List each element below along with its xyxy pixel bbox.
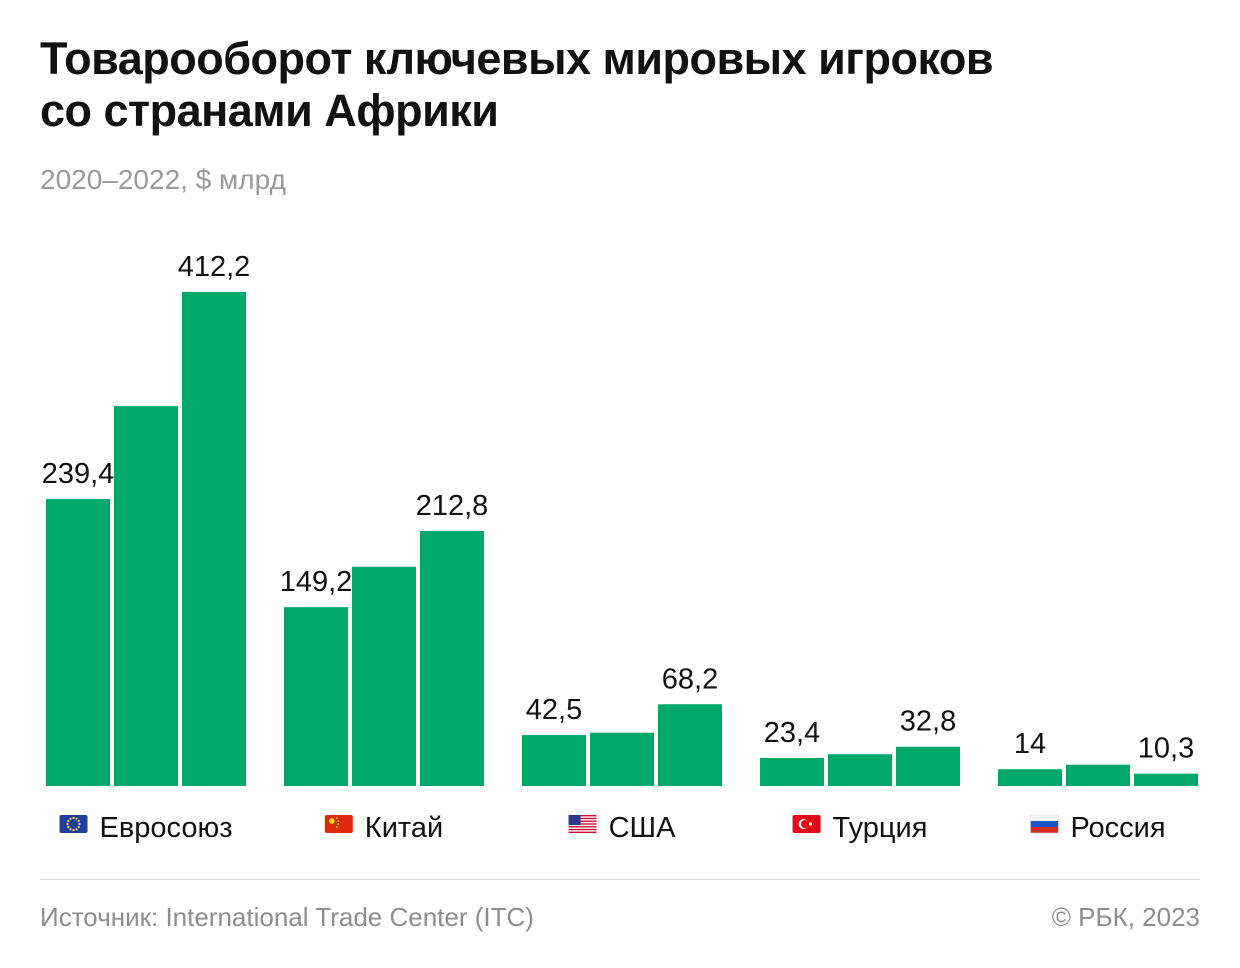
- value-label-Турция-2022: 32,8: [900, 706, 956, 738]
- value-label-Россия-2022: 10,3: [1138, 733, 1194, 765]
- bar-Евросоюз-2021: [114, 406, 178, 786]
- chart-title-line-1: Товарооборот ключевых мировых игроков: [40, 33, 994, 84]
- category-labels-group: Евросоюз Китай США Турция Россия: [59, 812, 1166, 844]
- category-label-group: Евросоюз: [59, 812, 233, 844]
- bar-Россия-2020: [998, 769, 1062, 786]
- russia-flag-icon: [1030, 814, 1059, 834]
- value-label-Россия-2020: 14: [1014, 728, 1046, 760]
- bar-chart: 239,4 412,2 149,2 212,8 42,5 68,2 23,4 32,8 14 10…: [42, 251, 1198, 844]
- value-label-Китай-2022: 212,8: [416, 490, 489, 522]
- footer-divider: [40, 879, 1200, 880]
- category-label: США: [609, 812, 677, 844]
- value-label-Евросоюз-2022: 412,2: [178, 251, 251, 283]
- category-label: Китай: [365, 812, 443, 844]
- value-label-Евросоюз-2020: 239,4: [42, 458, 115, 490]
- bar-Россия-2021: [1066, 764, 1130, 786]
- turkey-flag-icon: [792, 815, 821, 833]
- copyright-note: © РБК, 2023: [1051, 902, 1200, 932]
- bar-США-2021: [590, 732, 654, 786]
- category-label-group: Россия: [1030, 812, 1166, 844]
- value-label-Турция-2020: 23,4: [764, 717, 820, 749]
- value-label-Китай-2020: 149,2: [280, 566, 353, 598]
- bar-Турция-2021: [828, 754, 892, 786]
- chart-title-line-2: со странами Африки: [40, 85, 499, 136]
- category-label-group: Китай: [324, 812, 443, 844]
- value-label-США-2020: 42,5: [526, 694, 582, 726]
- bar-Турция-2020: [760, 757, 824, 786]
- bar-Китай-2022: [420, 530, 484, 786]
- bar-США-2022: [658, 704, 722, 786]
- chart-subtitle: 2020–2022, $ млрд: [40, 164, 286, 195]
- value-labels-group: 239,4 412,2 149,2 212,8 42,5 68,2 23,4 32,8 14 10…: [42, 251, 1195, 765]
- category-label: Турция: [833, 812, 928, 844]
- value-label-США-2022: 68,2: [662, 663, 718, 695]
- bar-США-2020: [522, 735, 586, 786]
- bar-Турция-2022: [896, 746, 960, 786]
- source-note: Источник: International Trade Center (IT…: [40, 902, 534, 932]
- china-flag-icon: [324, 815, 353, 833]
- category-label: Евросоюз: [99, 812, 232, 844]
- bar-Китай-2020: [284, 607, 348, 786]
- category-label-group: США: [568, 812, 677, 844]
- chart-title: Товарооборот ключевых мировых игроков со…: [40, 33, 1200, 137]
- category-label: Россия: [1070, 812, 1165, 844]
- bar-Китай-2021: [352, 566, 416, 786]
- bars-group: [46, 292, 1198, 786]
- bar-Россия-2022: [1134, 773, 1198, 786]
- eu-flag-icon: [59, 815, 88, 833]
- bar-Евросоюз-2022: [182, 292, 246, 786]
- bar-Евросоюз-2020: [46, 499, 110, 786]
- category-label-group: Турция: [792, 812, 928, 844]
- usa-flag-icon: [568, 815, 597, 833]
